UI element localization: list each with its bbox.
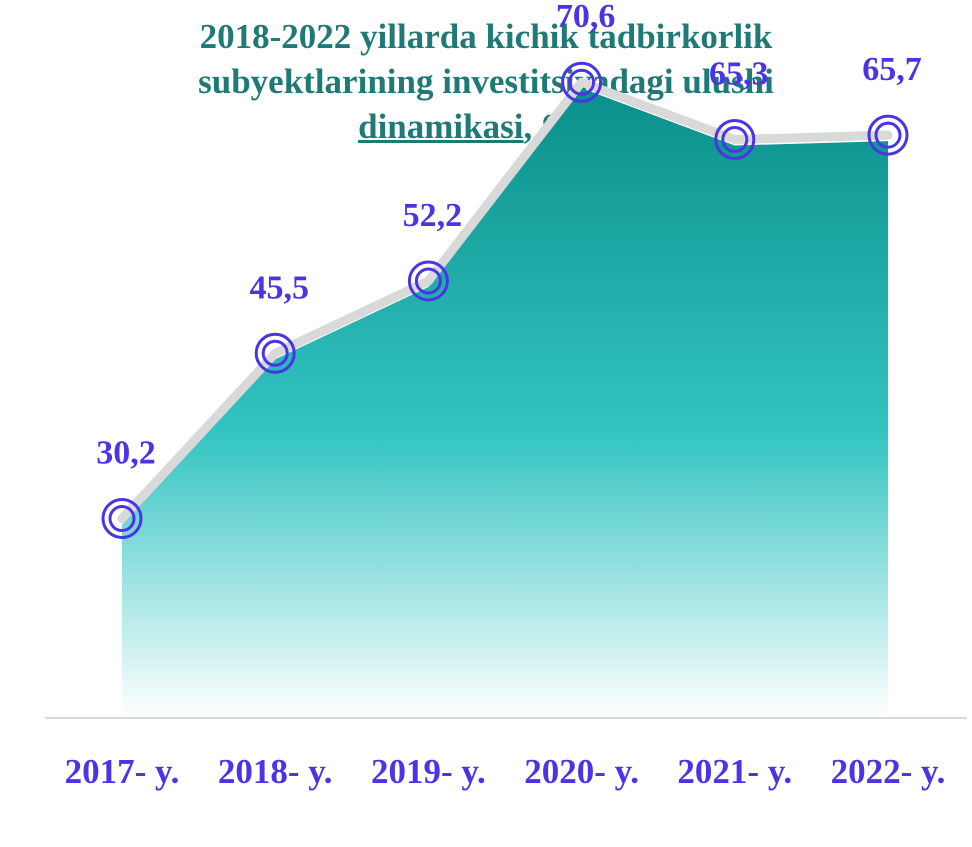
x-tick-label: 2018- y. [218, 752, 333, 791]
chart-title-separator: , [523, 107, 533, 146]
series-line-segment [117, 348, 280, 524]
x-tick-label: 2021- y. [677, 752, 792, 791]
data-point-marker [561, 61, 603, 103]
data-label: 52,2 [403, 197, 463, 234]
x-tick-label: 2019- y. [371, 752, 486, 791]
x-tick-label: 2022- y. [831, 752, 946, 791]
x-tick-label: 2020- y. [524, 752, 639, 791]
series-line-segment [270, 276, 433, 358]
data-point-marker [407, 260, 449, 302]
data-point-marker [867, 114, 909, 156]
data-label: 65,3 [709, 55, 769, 92]
data-label: 70,6 [556, 0, 616, 35]
chart-title-line-1: 2018-2022 yillarda kichik tadbirkorlik [199, 17, 773, 56]
data-label: 45,5 [249, 269, 309, 306]
area-fill [122, 88, 888, 718]
series-line-segment [423, 77, 587, 286]
x-tick-label: 2017- y. [65, 752, 180, 791]
data-label: 65,7 [862, 51, 922, 88]
series-line-segment [730, 130, 893, 144]
data-point-marker [254, 332, 296, 374]
chart-title-main: dinamikasi [358, 107, 524, 146]
chart-title-line-2: subyektlarining investitsiyadagi ulushi [198, 62, 774, 101]
data-label: 30,2 [96, 435, 156, 472]
data-point-marker [101, 498, 143, 540]
series-line-segment [577, 77, 740, 144]
data-point-marker [714, 118, 756, 160]
